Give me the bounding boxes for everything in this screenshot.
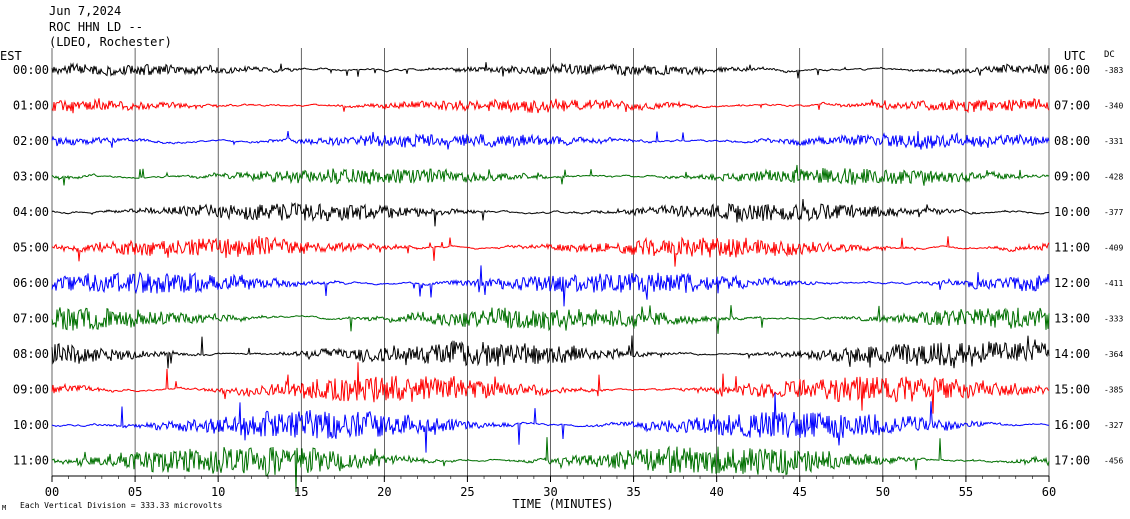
trace-0200 bbox=[51, 131, 1050, 150]
utc-hour-label: 08:00 bbox=[1054, 134, 1090, 148]
x-tick-label: 35 bbox=[626, 485, 640, 499]
dc-offset-label: -385 bbox=[1104, 386, 1123, 395]
dc-offset-label: -377 bbox=[1104, 208, 1123, 217]
est-hour-label: 07:00 bbox=[13, 312, 49, 326]
est-hour-label: 08:00 bbox=[13, 347, 49, 361]
x-tick-label: 40 bbox=[709, 485, 723, 499]
est-hour-label: 02:00 bbox=[13, 134, 49, 148]
x-tick-label: 15 bbox=[294, 485, 308, 499]
utc-hour-label: 13:00 bbox=[1054, 312, 1090, 326]
trace-0500 bbox=[51, 236, 1050, 267]
est-hour-label: 01:00 bbox=[13, 99, 49, 113]
dc-offset-label: -456 bbox=[1104, 457, 1123, 466]
utc-hour-label: 17:00 bbox=[1054, 454, 1090, 468]
utc-hour-label: 07:00 bbox=[1054, 99, 1090, 113]
x-tick-label: 55 bbox=[959, 485, 973, 499]
est-hour-label: 09:00 bbox=[13, 383, 49, 397]
est-hour-label: 06:00 bbox=[13, 276, 49, 290]
trace-group bbox=[51, 62, 1050, 493]
dc-offset-label: -383 bbox=[1104, 66, 1123, 75]
trace-0800 bbox=[51, 335, 1050, 369]
utc-hour-label: 11:00 bbox=[1054, 241, 1090, 255]
x-tick-label: 30 bbox=[543, 485, 557, 499]
x-tick-label: 10 bbox=[211, 485, 225, 499]
est-hour-label: 11:00 bbox=[13, 454, 49, 468]
utc-axis-label: UTC bbox=[1064, 49, 1086, 63]
est-axis-label: EST bbox=[0, 49, 22, 63]
trace-0600 bbox=[51, 265, 1050, 307]
x-tick-label: 50 bbox=[876, 485, 890, 499]
utc-hour-label: 10:00 bbox=[1054, 205, 1090, 219]
dc-offset-label: -331 bbox=[1104, 137, 1123, 146]
network-name: (LDEO, Rochester) bbox=[49, 35, 172, 49]
station-code: ROC HHN LD -- bbox=[49, 20, 143, 34]
corner-mark: M bbox=[2, 504, 6, 512]
trace-0400 bbox=[51, 199, 1050, 227]
x-tick-label: 25 bbox=[460, 485, 474, 499]
trace-0100 bbox=[51, 98, 1050, 114]
x-axis-title: TIME (MINUTES) bbox=[512, 497, 613, 511]
chart-date: Jun 7,2024 bbox=[49, 4, 121, 18]
dc-offset-label: -409 bbox=[1104, 244, 1123, 253]
row-label-group: 00:00 06:00 -383 01:00 07:00 -340 02:00 08:00 -3… bbox=[13, 63, 1124, 468]
x-tick-label: 20 bbox=[377, 485, 391, 499]
x-tick-label: 05 bbox=[128, 485, 142, 499]
dc-offset-label: -411 bbox=[1104, 279, 1123, 288]
trace-0300 bbox=[51, 164, 1050, 186]
x-tick-label: 45 bbox=[793, 485, 807, 499]
x-tick-label: 60 bbox=[1042, 485, 1056, 499]
dc-offset-label: -364 bbox=[1104, 350, 1123, 359]
utc-hour-label: 14:00 bbox=[1054, 347, 1090, 361]
dc-offset-label: -333 bbox=[1104, 315, 1123, 324]
utc-hour-label: 15:00 bbox=[1054, 383, 1090, 397]
x-tick-label: 00 bbox=[45, 485, 59, 499]
est-hour-label: 00:00 bbox=[13, 63, 49, 77]
est-hour-label: 03:00 bbox=[13, 170, 49, 184]
utc-hour-label: 16:00 bbox=[1054, 418, 1090, 432]
vertical-grid bbox=[51, 48, 1050, 476]
est-hour-label: 04:00 bbox=[13, 205, 49, 219]
utc-hour-label: 06:00 bbox=[1054, 63, 1090, 77]
trace-1000 bbox=[51, 392, 1050, 453]
utc-hour-label: 12:00 bbox=[1054, 276, 1090, 290]
trace-0000 bbox=[51, 62, 1050, 79]
dc-offset-label: -428 bbox=[1104, 173, 1123, 182]
dc-offset-label: -327 bbox=[1104, 421, 1123, 430]
dc-column-label: DC bbox=[1104, 50, 1115, 60]
scale-note: Each Vertical Division = 333.33 microvol… bbox=[20, 501, 222, 510]
dc-offset-label: -340 bbox=[1104, 102, 1123, 111]
x-axis: 00 05 10 15 20 25 30 35 40 45 50 55 60 bbox=[45, 475, 1056, 499]
est-hour-label: 10:00 bbox=[13, 418, 49, 432]
trace-0900 bbox=[51, 362, 1050, 414]
trace-1100 bbox=[51, 437, 1050, 493]
est-hour-label: 05:00 bbox=[13, 241, 49, 255]
trace-0700 bbox=[51, 305, 1050, 334]
utc-hour-label: 09:00 bbox=[1054, 170, 1090, 184]
